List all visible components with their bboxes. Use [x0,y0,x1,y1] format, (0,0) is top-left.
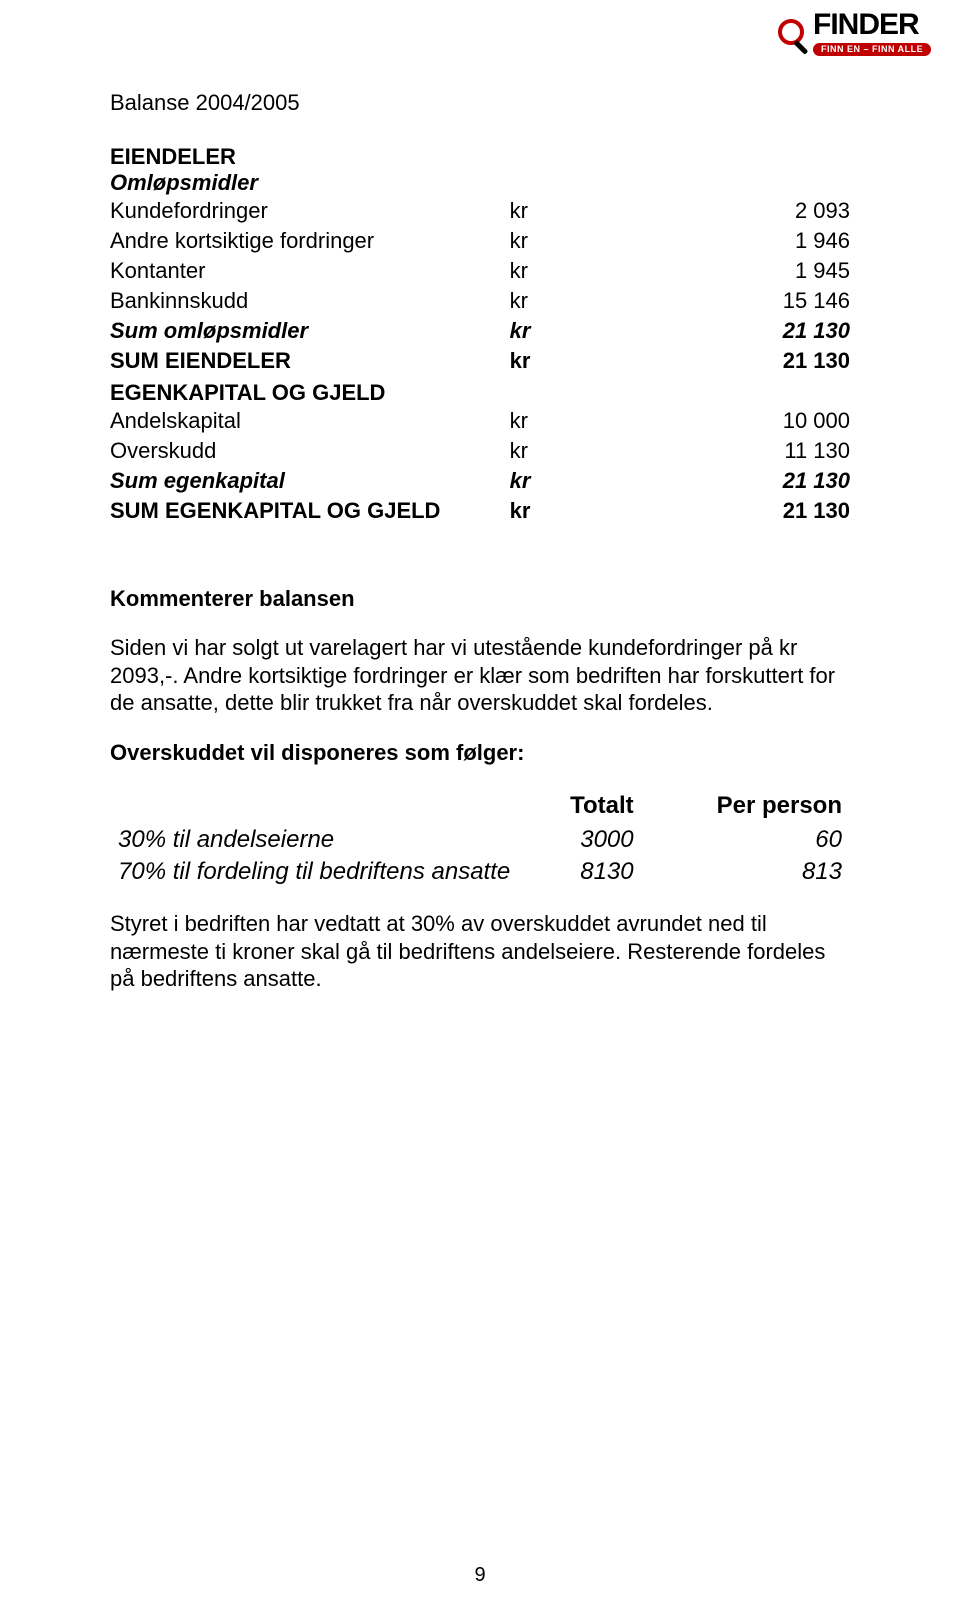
brand-logo: FINDER FINN EN – FINN ALLE [785,10,940,75]
equity-heading: EGENKAPITAL OG GJELD [110,380,850,406]
page-title: Balanse 2004/2005 [110,90,850,116]
commentary-heading: Kommenterer balansen [110,586,850,612]
table-row: Bankinnskuddkr15 146 [110,286,850,316]
commentary-paragraph-1: Siden vi har solgt ut varelagert har vi … [110,634,850,717]
table-row: Kontanterkr1 945 [110,256,850,286]
magnifier-icon [775,16,815,56]
table-row: Andelskapitalkr10 000 [110,406,850,436]
logo-tagline: FINN EN – FINN ALLE [813,43,931,56]
col-per-person: Per person [642,788,850,824]
total-row: SUM EIENDELERkr21 130 [110,346,850,376]
assets-table: Kundefordringerkr2 093 Andre kortsiktige… [110,196,850,376]
table-row: Andre kortsiktige fordringerkr1 946 [110,226,850,256]
logo-brand-text: FINDER [813,8,919,41]
closing-paragraph: Styret i bedriften har vedtatt at 30% av… [110,910,850,993]
distribution-table: Totalt Per person 30% til andelseierne 3… [110,788,850,888]
subtotal-row: Sum omløpsmidlerkr21 130 [110,316,850,346]
page-number: 9 [0,1564,960,1587]
table-row: 30% til andelseierne 3000 60 [110,824,850,856]
subtotal-row: Sum egenkapitalkr21 130 [110,466,850,496]
table-row: Overskuddkr11 130 [110,436,850,466]
table-row: 70% til fordeling til bedriftens ansatte… [110,856,850,888]
table-row: Kundefordringerkr2 093 [110,196,850,226]
commentary-paragraph-2: Overskuddet vil disponeres som følger: [110,739,850,767]
table-header-row: Totalt Per person [110,788,850,824]
total-row: SUM EGENKAPITAL OG GJELDkr21 130 [110,496,850,526]
col-total: Totalt [524,788,641,824]
assets-subheading: Omløpsmidler [110,170,850,196]
page-content: Balanse 2004/2005 EIENDELER Omløpsmidler… [0,0,960,1055]
assets-heading: EIENDELER [110,144,850,170]
equity-table: Andelskapitalkr10 000 Overskuddkr11 130 … [110,406,850,526]
